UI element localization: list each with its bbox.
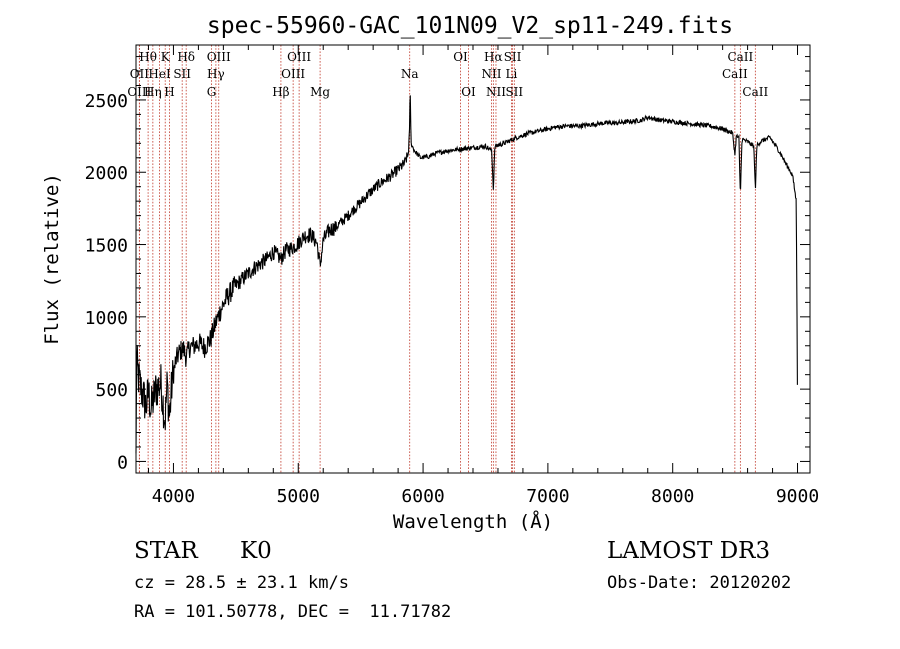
line-label-20: NII	[481, 67, 501, 81]
x-axis-label: Wavelength (Å)	[393, 510, 553, 533]
line-label-12: OIII	[287, 50, 311, 64]
line-label-27: CaII	[742, 85, 768, 99]
line-label-5: Hη	[144, 85, 162, 99]
line-label-3: K	[161, 50, 171, 64]
line-label-14: Hβ	[272, 85, 289, 99]
spectral-subclass: K0	[240, 538, 272, 564]
plot-frame	[135, 44, 811, 474]
line-label-4: HeI	[148, 67, 171, 81]
line-label-7: SII	[173, 67, 191, 81]
line-label-21: NII	[486, 85, 506, 99]
flux-series-line	[135, 95, 798, 454]
x-tick-label: 7000	[526, 486, 569, 507]
line-label-8: H	[164, 85, 174, 99]
line-label-23: Li	[506, 67, 518, 81]
x-axis: 4000 5000 6000 7000 8000 9000	[147, 45, 819, 507]
line-label-22: SII	[504, 50, 522, 64]
x-tick-label: 5000	[277, 486, 320, 507]
line-label-19: Hα	[484, 50, 503, 64]
x-tick-label: 9000	[776, 486, 819, 507]
line-label-10: Hγ	[207, 67, 225, 81]
line-label-26: CaII	[722, 67, 748, 81]
y-axis-label: Flux (relative)	[41, 173, 63, 345]
x-tick-label: 4000	[152, 486, 195, 507]
line-label-6: Hδ	[177, 50, 195, 64]
survey-label: LAMOST DR3	[607, 538, 771, 564]
y-tick-label: 1500	[85, 236, 128, 257]
obs-date: Obs-Date: 20120202	[607, 573, 792, 593]
y-tick-label: 2500	[85, 91, 128, 112]
line-label-24: SII	[505, 85, 523, 99]
chart-title: spec-55960-GAC_101N09_V2_sp11-249.fits	[207, 13, 733, 39]
y-tick-label: 0	[117, 452, 128, 473]
y-axis: 0 500 1000 1500 2000 2500	[85, 56, 810, 473]
y-tick-label: 2000	[85, 163, 128, 184]
x-tick-label: 8000	[651, 486, 694, 507]
spectral-line-labels: Hθ OII OIII K HeI Hη Hδ SII H OIII Hγ G OIII OIII Hβ Mg…	[127, 50, 768, 99]
line-label-0: Hθ	[139, 50, 157, 64]
line-label-17: OI	[453, 50, 468, 64]
line-label-11: G	[207, 85, 217, 99]
line-label-16: Na	[401, 67, 419, 81]
x-tick-label: 6000	[401, 486, 444, 507]
line-label-15: Mg	[310, 85, 330, 99]
y-tick-label: 1000	[85, 308, 128, 329]
y-tick-label: 500	[95, 380, 128, 401]
object-type: STAR	[134, 538, 198, 564]
redshift-text: cz = 28.5 ± 23.1 km/s	[134, 573, 349, 593]
line-label-9: OIII	[207, 50, 231, 64]
spectrum-chart: spec-55960-GAC_101N09_V2_sp11-249.fits H…	[41, 13, 819, 533]
line-label-25: CaII	[727, 50, 753, 64]
line-label-18: OI	[461, 85, 476, 99]
coordinates: RA = 101.50778, DEC = 11.71782	[134, 602, 452, 622]
line-label-1: OII	[130, 67, 150, 81]
line-label-2: OIII	[127, 85, 151, 99]
line-label-13: OIII	[281, 67, 305, 81]
spectral-line-markers	[138, 45, 756, 473]
